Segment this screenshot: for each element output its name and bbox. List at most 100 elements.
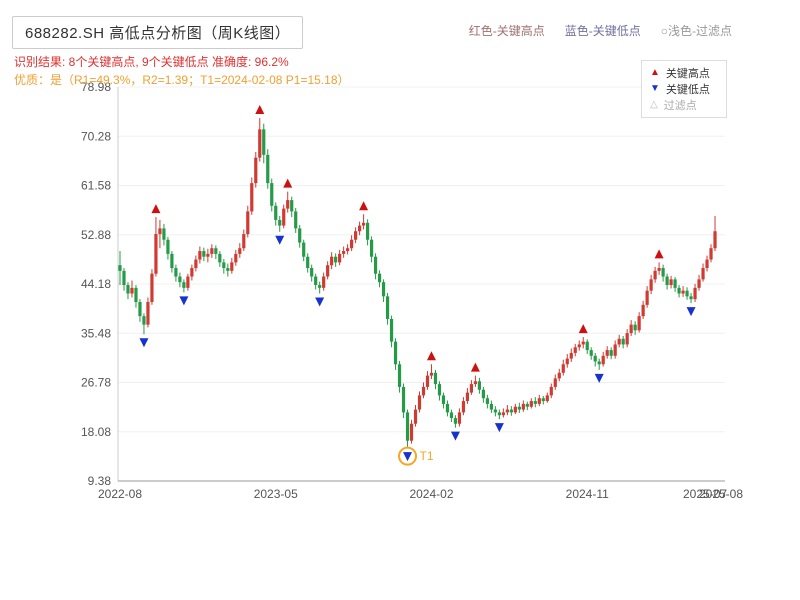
candle-body [549, 386, 553, 396]
candle-body [509, 409, 513, 413]
candle-body [477, 381, 482, 390]
candle-body [242, 234, 246, 249]
key-low-marker [450, 431, 460, 441]
candle-body [182, 282, 186, 288]
candle-body [298, 228, 302, 243]
candle-body [693, 287, 697, 300]
key-high-marker [578, 324, 588, 334]
candle-body [613, 344, 617, 356]
candle-body [593, 355, 597, 362]
candle-body [154, 234, 158, 274]
candle-body [194, 259, 198, 269]
candle-body [266, 154, 270, 184]
candle-body [365, 222, 370, 240]
x-tick-label: 2024-02 [409, 487, 453, 501]
candle-body [393, 341, 398, 365]
candle-body [270, 183, 274, 206]
legend-item-filter: △ 过滤点 [650, 97, 726, 113]
candle-body [350, 239, 354, 249]
candle-body [178, 276, 182, 283]
candle-body [577, 344, 581, 348]
candle-body [469, 384, 474, 393]
candle-body [310, 268, 314, 277]
candle-body [210, 248, 214, 254]
candle-body [278, 219, 282, 226]
candle-body [409, 423, 414, 441]
legend-label-key-high: 关键高点 [665, 68, 710, 80]
candle-body [689, 296, 693, 300]
candle-body [401, 386, 406, 413]
candle-body [377, 273, 382, 283]
candle-body [166, 239, 170, 254]
filter-triangle-icon: △ [650, 99, 658, 110]
candle-body [397, 364, 402, 387]
y-tick-label: 26.78 [81, 376, 111, 390]
candle-body [214, 248, 218, 254]
candle-body [358, 225, 362, 232]
chart-title: 688282.SH 高低点分析图（周K线图） [25, 25, 291, 42]
candle-body [585, 341, 589, 351]
y-tick-label: 70.28 [81, 129, 111, 143]
candle-body [330, 256, 334, 266]
candle-body [665, 276, 669, 286]
x-tick-label: 2023-05 [254, 487, 298, 501]
candle-body [657, 268, 661, 271]
candle-body [673, 279, 677, 288]
candle-body [190, 268, 194, 277]
candle-body [302, 242, 306, 257]
candle-body [202, 251, 206, 257]
t1-circle [398, 446, 418, 466]
key-high-marker [426, 351, 436, 361]
t1-label: T1 [420, 449, 434, 463]
candle-body [685, 290, 689, 297]
candle-body [334, 256, 338, 263]
candle-body [206, 253, 210, 257]
candle-body [338, 253, 342, 263]
candle-body [425, 375, 430, 387]
candle-body [174, 268, 178, 277]
candle-body [170, 253, 174, 269]
candle-body [453, 418, 458, 424]
candle-body [645, 290, 649, 305]
candle-body [669, 279, 673, 286]
candle-body [417, 395, 422, 410]
key-low-marker [686, 307, 696, 317]
candle-body [653, 270, 657, 280]
x-tick-label: 2025-07 [683, 487, 727, 501]
candle-body [493, 409, 497, 413]
key-high-marker [654, 249, 664, 259]
chart-legend: ▲ 关键高点 ▼ 关键低点 △ 过滤点 [641, 60, 727, 118]
chart-title-box: 688282.SH 高低点分析图（周K线图） [12, 16, 304, 49]
candle-body [569, 352, 573, 359]
candle-body [521, 403, 525, 410]
y-tick-label: 44.18 [81, 277, 111, 291]
candle-body [513, 406, 517, 413]
candle-body [306, 256, 310, 269]
candle-body [565, 358, 569, 365]
candle-body [461, 401, 466, 413]
y-tick-label: 9.38 [88, 474, 112, 488]
candle-body [162, 228, 166, 240]
candle-body [262, 129, 266, 155]
candle-body [449, 412, 454, 419]
candle-body [318, 285, 322, 288]
candle-body [142, 316, 146, 325]
candle-body [282, 208, 286, 226]
candle-body [609, 350, 613, 356]
key-high-marker [470, 362, 480, 372]
candle-body [705, 259, 709, 269]
candle-body [677, 287, 681, 294]
candle-body [258, 129, 262, 158]
candle-body [218, 253, 222, 263]
legend-item-key-high: ▲ 关键高点 [650, 65, 726, 81]
candle-body [497, 412, 501, 416]
candle-body [433, 372, 438, 385]
legend-item-key-low: ▼ 关键低点 [650, 81, 726, 97]
candle-body [130, 287, 134, 294]
candle-body [445, 403, 450, 413]
x-tick-label: 2025-08 [699, 487, 743, 501]
candle-body [437, 384, 442, 396]
candle-body [489, 403, 493, 410]
